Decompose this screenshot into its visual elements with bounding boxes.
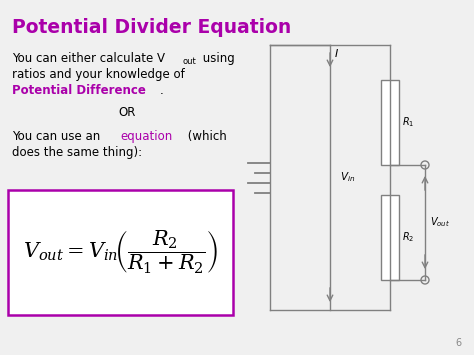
Text: out: out (183, 57, 197, 66)
Text: Potential Divider Equation: Potential Divider Equation (12, 18, 291, 37)
Text: ratios and your knowledge of: ratios and your knowledge of (12, 68, 185, 81)
Text: $V_{out}$: $V_{out}$ (430, 215, 450, 229)
Text: $I$: $I$ (334, 47, 339, 59)
Text: equation: equation (120, 130, 172, 143)
Text: using: using (199, 52, 235, 65)
Text: $V_{in}$: $V_{in}$ (340, 171, 355, 184)
Text: You can use an: You can use an (12, 130, 104, 143)
Text: Potential Difference: Potential Difference (12, 84, 146, 97)
Bar (381, 80, 399, 165)
Text: You can either calculate V: You can either calculate V (12, 52, 165, 65)
Text: (which: (which (184, 130, 227, 143)
Text: $R_1$: $R_1$ (402, 116, 414, 130)
Bar (381, 195, 399, 280)
Text: OR: OR (118, 106, 136, 119)
Text: $R_2$: $R_2$ (402, 231, 414, 244)
Text: does the same thing):: does the same thing): (12, 146, 142, 159)
Text: 6: 6 (456, 338, 462, 348)
Text: $V_{out} = V_{in}\!\left(\dfrac{R_2}{R_1+R_2}\right)$: $V_{out} = V_{in}\!\left(\dfrac{R_2}{R_1… (23, 229, 218, 276)
Text: .: . (160, 84, 164, 97)
Bar (8, 190, 233, 315)
